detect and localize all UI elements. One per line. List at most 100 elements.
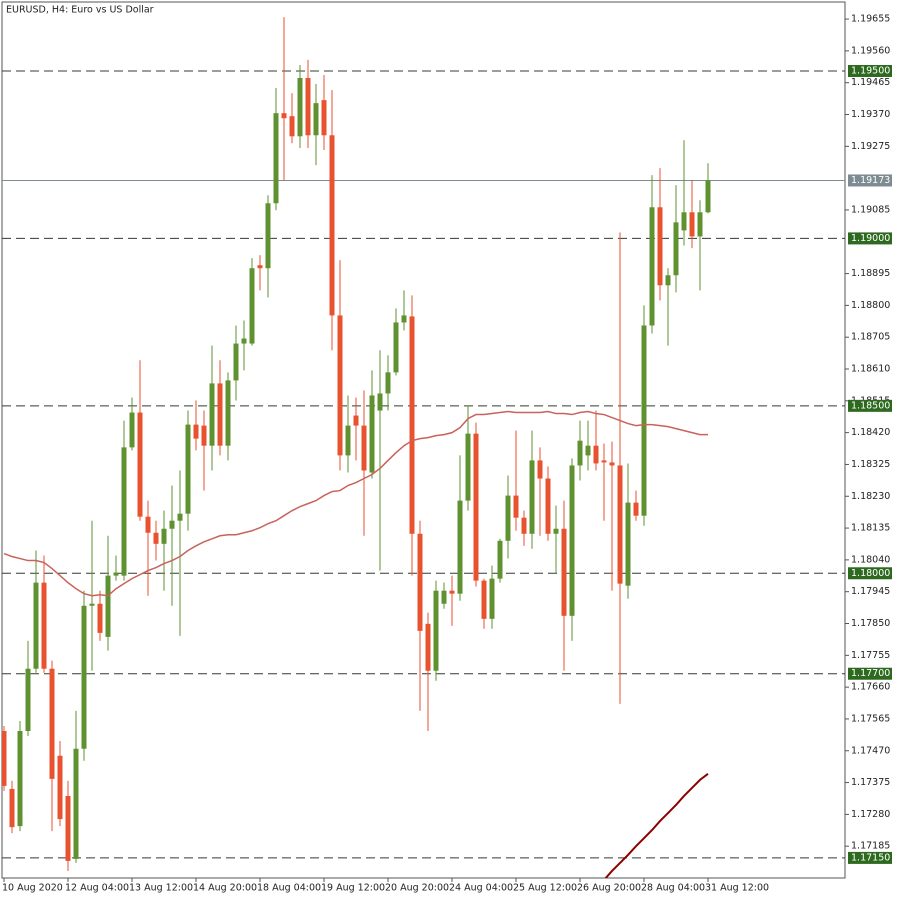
candle-body bbox=[585, 445, 591, 456]
y-tick-label: 1.19655 bbox=[851, 14, 890, 25]
y-tick-label: 1.17185 bbox=[851, 841, 890, 852]
candle-body bbox=[113, 572, 119, 576]
candle-body bbox=[297, 78, 303, 137]
candle-body bbox=[169, 520, 175, 529]
candle-body bbox=[49, 668, 55, 779]
x-tick-label: 13 Aug 12:00 bbox=[129, 883, 193, 894]
candle-body bbox=[441, 590, 447, 604]
candle-body bbox=[481, 580, 487, 619]
y-tick-label: 1.19085 bbox=[851, 204, 890, 215]
candle-body bbox=[313, 103, 319, 136]
y-tick-label: 1.18325 bbox=[851, 459, 890, 470]
candle-body bbox=[81, 605, 87, 749]
candle-body bbox=[265, 203, 271, 269]
y-tick-label: 1.19370 bbox=[851, 109, 890, 120]
level-label-box bbox=[848, 667, 892, 680]
x-tick-label: 14 Aug 20:00 bbox=[193, 883, 257, 894]
candle-body bbox=[17, 730, 23, 827]
y-tick-label: 1.18895 bbox=[851, 268, 890, 279]
candle-body bbox=[57, 755, 63, 820]
candle-body bbox=[2, 730, 7, 786]
y-tick-label: 1.17470 bbox=[851, 745, 890, 756]
candle-body bbox=[681, 212, 687, 231]
candle-body bbox=[353, 415, 359, 426]
level-label-box bbox=[848, 567, 892, 580]
y-tick-label: 1.19560 bbox=[851, 45, 890, 56]
y-tick-label: 1.17850 bbox=[851, 618, 890, 629]
indicator-line bbox=[604, 773, 709, 878]
candle-body bbox=[649, 207, 655, 326]
candle-body bbox=[273, 113, 279, 204]
candle-body bbox=[153, 532, 159, 544]
candle-body bbox=[537, 460, 543, 479]
y-tick-label: 1.17375 bbox=[851, 777, 890, 788]
candle-body bbox=[697, 212, 703, 237]
y-tick-label: 1.17280 bbox=[851, 809, 890, 820]
y-tick-label: 1.17565 bbox=[851, 713, 890, 724]
candle-body bbox=[657, 207, 663, 286]
candle-body bbox=[617, 465, 623, 584]
candle-body bbox=[129, 412, 135, 448]
candle-body bbox=[593, 445, 599, 464]
candle-body bbox=[225, 380, 231, 446]
x-tick-label: 18 Aug 04:00 bbox=[257, 883, 321, 894]
candle-body bbox=[449, 590, 455, 594]
candle-body bbox=[393, 322, 399, 373]
candle-body bbox=[641, 325, 647, 516]
candle-body bbox=[145, 516, 151, 533]
candle-body bbox=[489, 578, 495, 619]
y-tick-label: 1.17945 bbox=[851, 586, 890, 597]
candle-body bbox=[321, 100, 327, 136]
candle-body bbox=[385, 372, 391, 394]
candle-body bbox=[9, 788, 15, 828]
candle-body bbox=[241, 338, 247, 344]
plot-frame bbox=[1, 1, 846, 879]
y-tick-label: 1.19275 bbox=[851, 141, 890, 152]
level-label-box bbox=[848, 851, 892, 864]
x-tick-label: 20 Aug 20:00 bbox=[385, 883, 449, 894]
candle-body bbox=[41, 582, 47, 669]
candle-body bbox=[201, 425, 207, 446]
y-tick-label: 1.18705 bbox=[851, 332, 890, 343]
candle-body bbox=[33, 582, 39, 669]
candle-body bbox=[577, 440, 583, 466]
candle-body bbox=[521, 517, 527, 534]
candle-body bbox=[233, 343, 239, 381]
level-label: 1.19500 bbox=[851, 65, 890, 76]
y-tick-label: 1.19465 bbox=[851, 77, 890, 88]
candle-body bbox=[601, 460, 607, 463]
y-tick-label: 1.18230 bbox=[851, 491, 890, 502]
level-label: 1.18500 bbox=[851, 400, 890, 411]
x-tick-label: 31 Aug 12:00 bbox=[705, 883, 769, 894]
candle-body bbox=[377, 393, 383, 411]
chart-title: EURUSD, H4: Euro vs US Dollar bbox=[6, 5, 154, 16]
candle-body bbox=[89, 603, 95, 606]
candle-body bbox=[609, 462, 615, 466]
candle-body bbox=[65, 795, 71, 861]
candle-body bbox=[25, 668, 31, 731]
level-label: 1.19000 bbox=[851, 233, 890, 244]
candle-body bbox=[673, 222, 679, 276]
plot-area bbox=[2, 17, 845, 878]
candle-body bbox=[633, 502, 639, 516]
candle-body bbox=[161, 528, 167, 544]
candle-body bbox=[513, 495, 519, 518]
candle-body bbox=[305, 78, 311, 136]
candle-body bbox=[561, 528, 567, 616]
candle-body bbox=[529, 460, 535, 534]
candle-body bbox=[289, 116, 295, 137]
x-tick-label: 24 Aug 04:00 bbox=[449, 883, 513, 894]
x-tick-label: 25 Aug 12:00 bbox=[513, 883, 577, 894]
x-tick-label: 26 Aug 20:00 bbox=[577, 883, 641, 894]
candle-body bbox=[689, 212, 695, 237]
candle-body bbox=[473, 433, 479, 581]
candle-body bbox=[553, 528, 559, 534]
candle-body bbox=[257, 265, 263, 269]
candle-body bbox=[433, 590, 439, 671]
candle-body bbox=[337, 315, 343, 456]
current-price-box bbox=[848, 174, 892, 187]
candle-body bbox=[217, 383, 223, 446]
candle-body bbox=[177, 513, 183, 521]
current-price-label: 1.19173 bbox=[851, 175, 890, 186]
